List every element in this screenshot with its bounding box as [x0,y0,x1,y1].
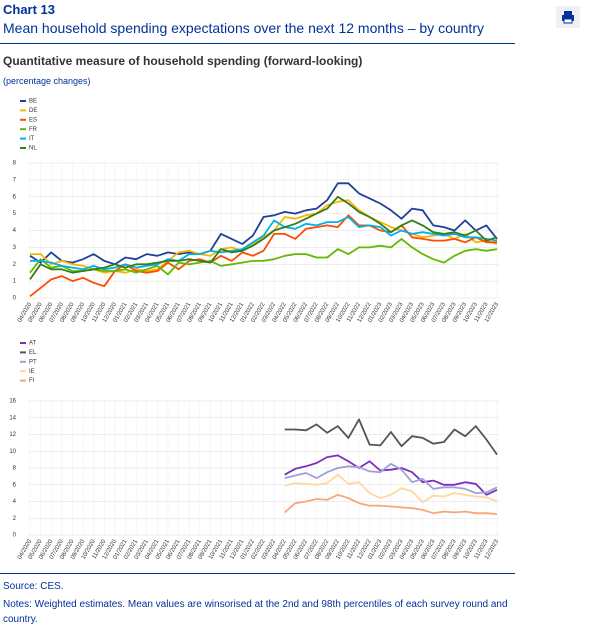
legend-label: NL [29,146,37,152]
notes: Notes: Weighted estimates. Mean values a… [3,599,508,625]
y-tick-label: 16 [9,399,16,405]
series-line [284,473,498,504]
source: Source: CES. [3,581,64,592]
page-title: Mean household spending expectations ove… [3,20,484,36]
legend-label: ES [29,117,37,123]
chart-number: Chart 13 [3,2,56,17]
legend-label: EL [29,350,37,356]
y-tick-label: 4 [13,228,17,234]
series-line [29,238,498,276]
y-tick-label: 3 [13,245,17,251]
y-tick-label: 5 [13,211,17,217]
unit-note: (percentage changes) [3,76,91,86]
y-tick-label: 2 [13,262,17,268]
y-tick-label: 0 [13,533,17,539]
series-line [30,199,498,274]
rule [0,573,515,574]
legend-label: PT [29,359,37,365]
y-tick-label: 8 [13,466,17,472]
legend-label: FI [29,378,35,384]
series-line [29,195,498,280]
y-tick-label: 6 [13,194,17,200]
series-line [284,454,498,496]
series-line [284,493,498,515]
y-tick-label: 0 [13,296,17,302]
y-tick-label: 6 [13,482,17,488]
legend-label: IT [29,136,35,142]
y-tick-label: 2 [13,516,17,522]
series-line [29,182,498,266]
subtitle: Quantitative measure of household spendi… [3,54,363,68]
y-tick-label: 12 [9,432,16,438]
print-icon[interactable] [556,6,580,28]
legend-label: FR [29,127,38,133]
series-line [284,462,498,494]
y-tick-label: 10 [9,449,16,455]
legend-label: BE [29,99,37,105]
legend-label: DE [29,108,37,114]
series-line [29,214,497,298]
series-line [30,216,498,271]
rule [0,43,515,44]
legend-label: AT [29,341,37,347]
print-button[interactable] [556,6,580,28]
series-line [284,418,498,456]
y-tick-label: 7 [13,177,17,183]
legend-label: IE [29,369,35,375]
y-tick-label: 14 [9,415,16,421]
charts: 01234567804/202005/202006/202007/202008/… [9,99,500,561]
y-tick-label: 8 [13,161,17,167]
y-tick-label: 1 [13,279,17,285]
y-tick-label: 4 [13,499,17,505]
